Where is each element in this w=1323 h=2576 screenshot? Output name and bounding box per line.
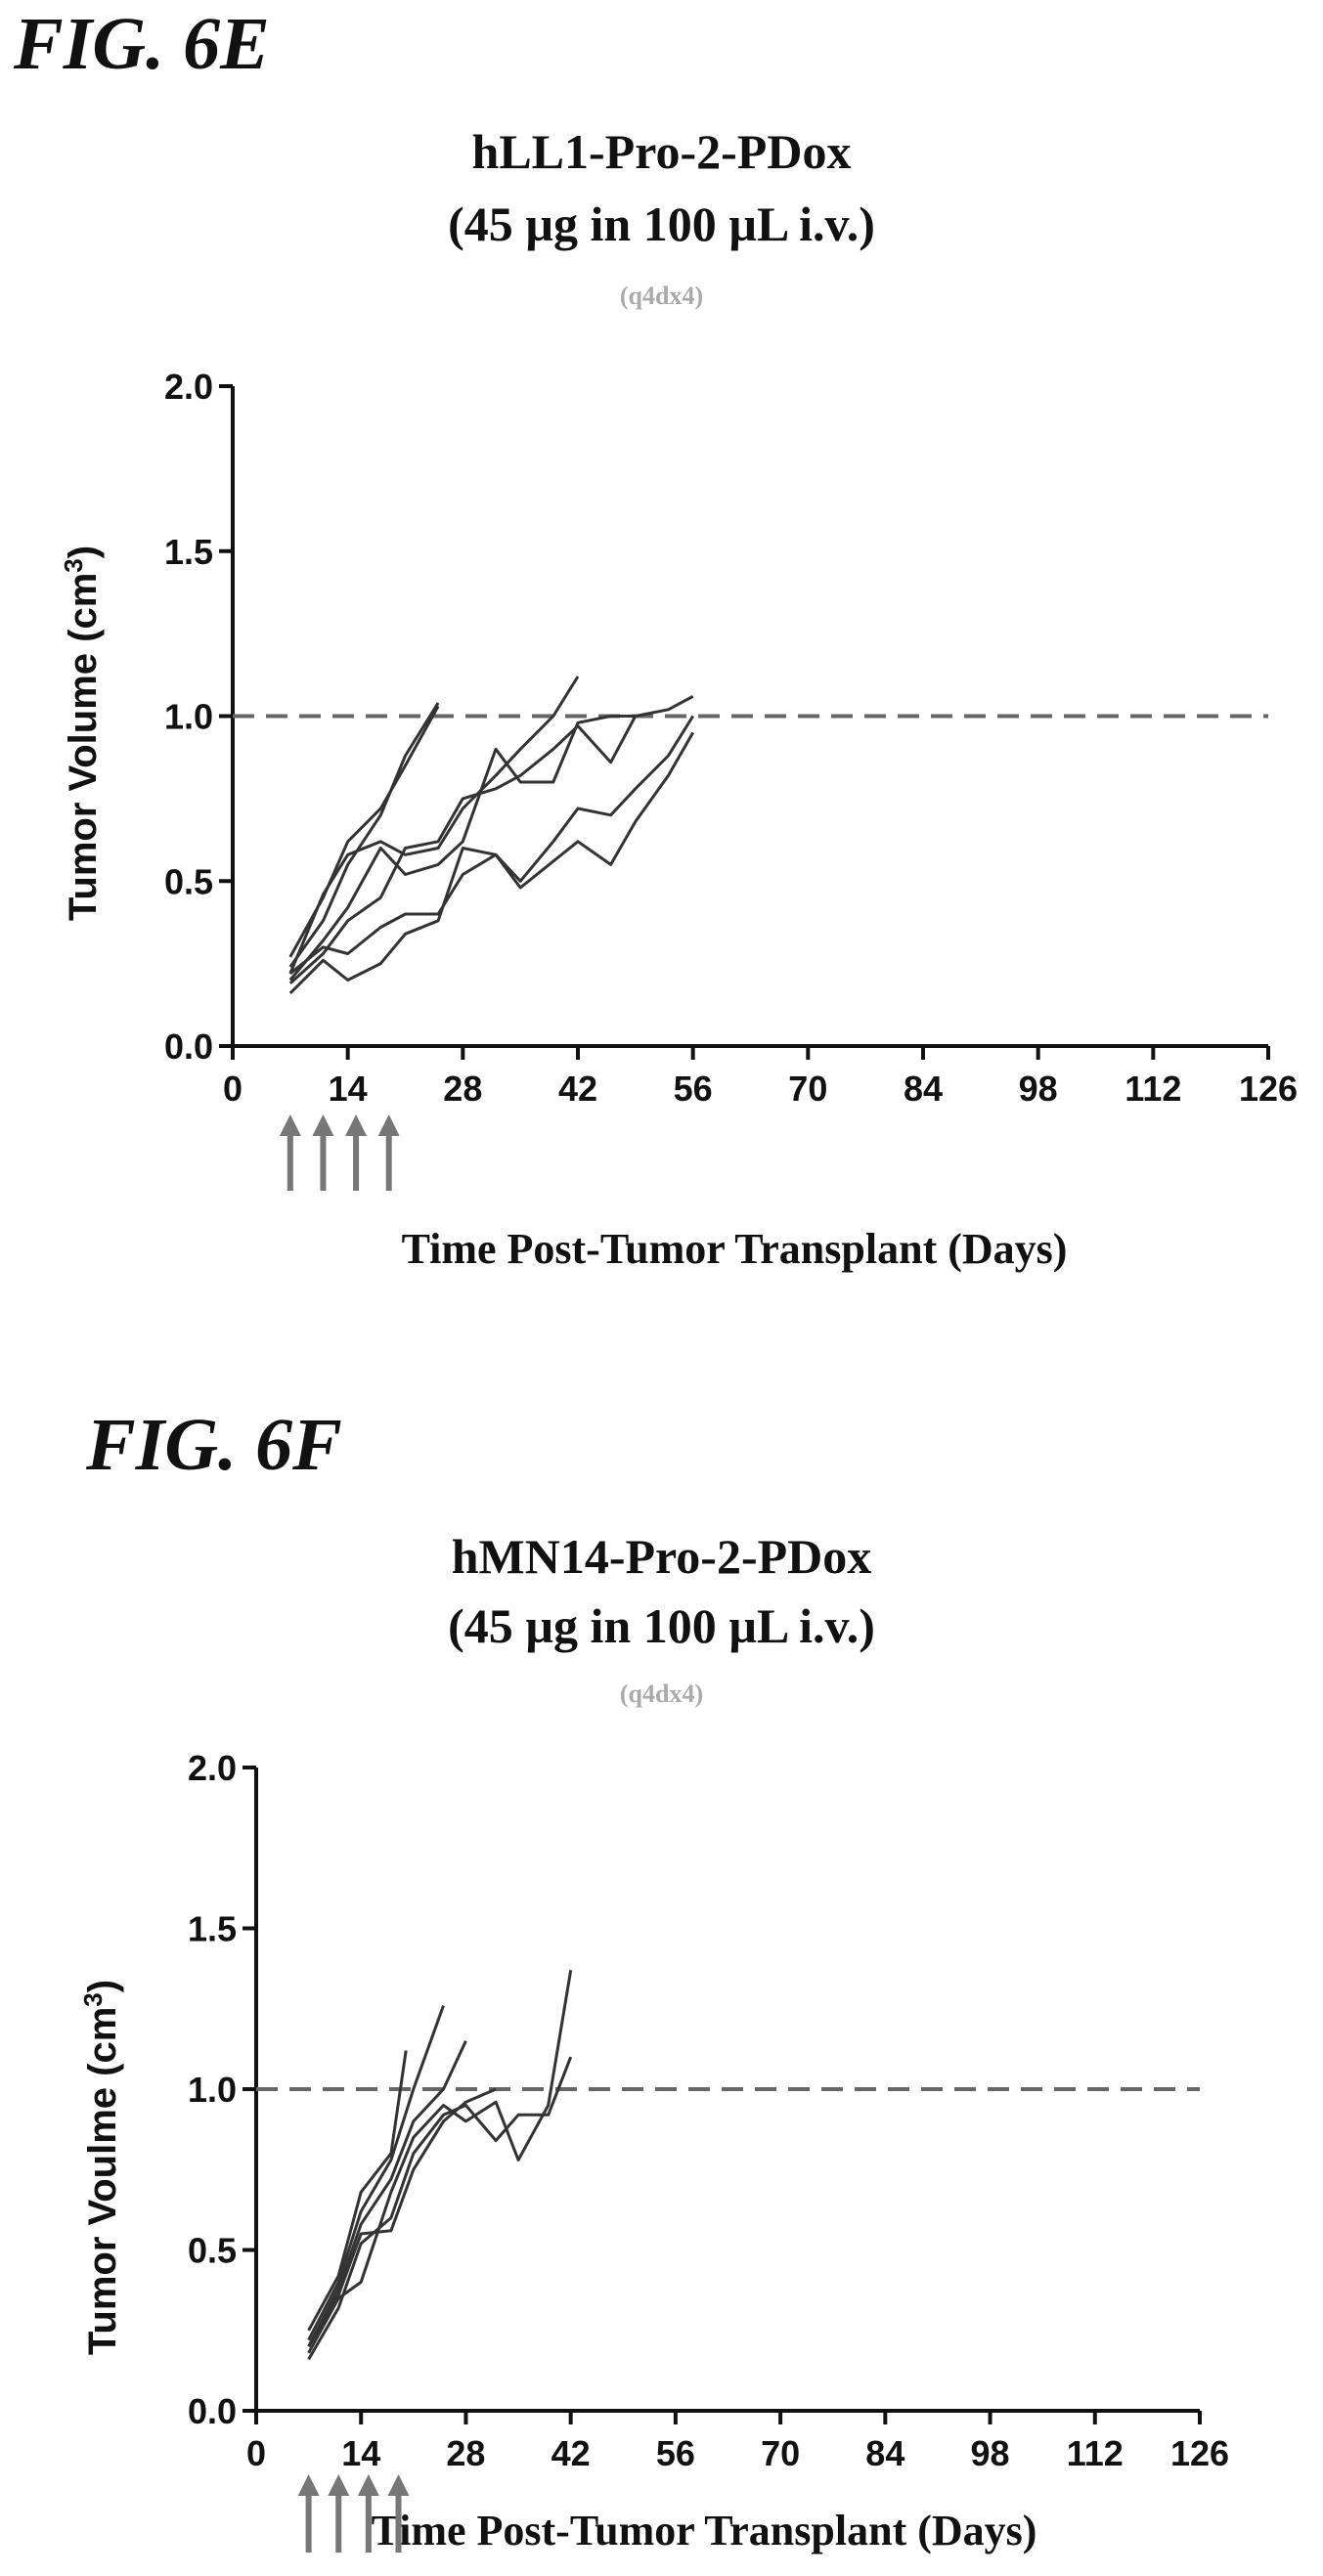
x-tick-label-6e-8: 112 bbox=[1125, 1069, 1181, 1109]
dose-arrow-6e-3 bbox=[345, 1114, 368, 1191]
series-line-6f-3 bbox=[307, 2040, 467, 2347]
y-tick-label-6e-4: 2.0 bbox=[164, 367, 213, 407]
chart-title-6e: hLL1-Pro-2-PDox bbox=[471, 124, 852, 179]
chart-subtitle-6f: (45 µg in 100 µL i.v.) bbox=[448, 1598, 875, 1653]
y-tick-label-6e-0: 0.0 bbox=[164, 1026, 213, 1067]
series-line-6e-5 bbox=[288, 694, 694, 985]
dose-arrow-6e-1 bbox=[279, 1114, 301, 1191]
x-tick-label-6e-5: 70 bbox=[788, 1069, 827, 1109]
x-tick-label-6f-6: 84 bbox=[865, 2433, 904, 2473]
x-tick-label-6f-9: 126 bbox=[1170, 2433, 1229, 2473]
y-axis-label-6e: Tumor Volume (cm3) bbox=[59, 546, 105, 921]
x-tick-label-6f-8: 112 bbox=[1067, 2433, 1124, 2473]
dose-arrow-6e-4 bbox=[377, 1114, 400, 1191]
figure-label-6e: FIG. 6E bbox=[14, 3, 270, 85]
x-tick-label-6e-4: 56 bbox=[674, 1069, 713, 1109]
series-line-6f-5 bbox=[307, 2056, 573, 2361]
dose-arrow-6f-1 bbox=[297, 2474, 320, 2553]
y-tick-label-6e-2: 1.0 bbox=[164, 697, 213, 737]
dose-arrow-6f-3 bbox=[357, 2474, 379, 2553]
x-tick-label-6e-6: 84 bbox=[904, 1069, 943, 1109]
series-line-6e-7 bbox=[288, 731, 695, 975]
y-tick-label-6e-3: 1.5 bbox=[164, 532, 213, 572]
x-tick-label-6e-9: 126 bbox=[1239, 1069, 1298, 1109]
series-line-6e-2 bbox=[288, 702, 440, 968]
chart-title-6f: hMN14-Pro-2-PDox bbox=[451, 1529, 872, 1584]
x-tick-label-6e-3: 42 bbox=[558, 1069, 597, 1109]
x-tick-label-6f-7: 98 bbox=[971, 2433, 1010, 2473]
y-tick-label-6f-2: 1.0 bbox=[188, 2070, 237, 2110]
series-line-6f-4 bbox=[307, 1970, 573, 2354]
chart-note-6e: (q4dx4) bbox=[619, 282, 704, 310]
x-axis-label-6f: Time Post-Tumor Transplant (Days) bbox=[372, 2507, 1037, 2554]
series-line-6f-2 bbox=[307, 2004, 445, 2341]
svg-text:Tumor Volume (cm3): Tumor Volume (cm3) bbox=[59, 546, 105, 921]
tumor-volume-chart-6f: Tumor Voulme (cm3) Time Post-Tumor Trans… bbox=[78, 1748, 1229, 2554]
x-tick-label-6f-5: 70 bbox=[761, 2433, 800, 2473]
figure-label-6f: FIG. 6F bbox=[86, 1404, 342, 1486]
svg-text:Tumor Voulme (cm3): Tumor Voulme (cm3) bbox=[78, 1980, 124, 2355]
x-tick-label-6f-4: 56 bbox=[656, 2433, 695, 2473]
y-tick-label-6f-4: 2.0 bbox=[188, 1748, 237, 1788]
y-axis-label-6f: Tumor Voulme (cm3) bbox=[78, 1980, 124, 2355]
dose-arrow-6e-2 bbox=[312, 1114, 334, 1191]
y-tick-label-6e-1: 0.5 bbox=[164, 861, 213, 901]
series-line-6f-1 bbox=[307, 2050, 408, 2332]
tumor-volume-chart-6e: Tumor Volume (cm3) Time Post-Tumor Trans… bbox=[59, 367, 1298, 1273]
y-tick-label-6f-0: 0.0 bbox=[188, 2391, 237, 2431]
dose-arrow-6f-4 bbox=[387, 2474, 410, 2553]
x-tick-label-6e-0: 0 bbox=[223, 1069, 243, 1109]
y-tick-label-6f-3: 1.5 bbox=[188, 1909, 237, 1949]
x-tick-label-6e-1: 14 bbox=[329, 1069, 368, 1109]
x-tick-label-6f-0: 0 bbox=[246, 2433, 266, 2473]
series-line-6e-3 bbox=[288, 676, 580, 975]
x-axis-label-6e: Time Post-Tumor Transplant (Days) bbox=[402, 1225, 1068, 1273]
series-line-6f-6 bbox=[307, 2087, 497, 2347]
chart-note-6f: (q4dx4) bbox=[619, 1680, 704, 1708]
y-tick-label-6f-1: 0.5 bbox=[188, 2231, 237, 2271]
x-tick-label-6e-2: 28 bbox=[443, 1069, 482, 1109]
x-tick-label-6f-2: 28 bbox=[446, 2433, 485, 2473]
dose-arrow-6f-2 bbox=[328, 2474, 350, 2553]
series-line-6e-4 bbox=[288, 715, 636, 982]
x-tick-label-6f-1: 14 bbox=[341, 2433, 380, 2473]
x-tick-label-6f-3: 42 bbox=[551, 2433, 591, 2473]
chart-subtitle-6e: (45 µg in 100 µL i.v.) bbox=[448, 196, 875, 251]
x-tick-label-6e-7: 98 bbox=[1019, 1069, 1058, 1109]
